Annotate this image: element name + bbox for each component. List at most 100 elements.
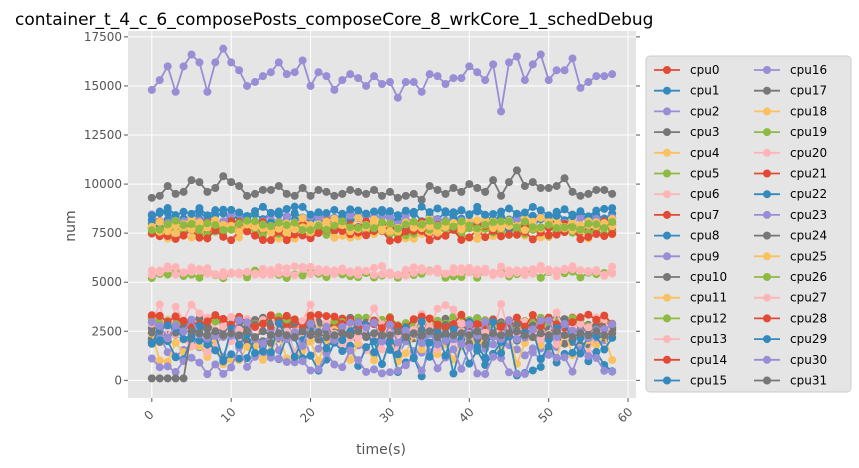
data-point: [536, 316, 545, 325]
legend-swatch-marker: [663, 376, 671, 385]
legend-label: cpu10: [690, 270, 727, 284]
data-point: [155, 363, 164, 372]
data-point: [520, 208, 529, 217]
data-point: [520, 271, 529, 280]
data-point: [338, 322, 347, 331]
data-point: [457, 364, 466, 373]
data-point: [489, 176, 498, 185]
data-point: [592, 185, 601, 194]
data-point: [219, 322, 228, 331]
data-point: [481, 317, 490, 326]
legend-label: cpu18: [790, 104, 827, 118]
data-point: [449, 345, 458, 354]
data-point: [393, 224, 402, 233]
x-tick-label: 10: [218, 405, 239, 426]
data-point: [362, 81, 371, 90]
data-point: [171, 321, 180, 330]
data-point: [203, 348, 212, 357]
data-point: [266, 266, 275, 275]
data-point: [592, 327, 601, 336]
data-point: [425, 314, 434, 323]
data-point: [362, 266, 371, 275]
legend-swatch-marker: [663, 169, 671, 178]
data-point: [401, 191, 410, 200]
data-point: [219, 314, 228, 323]
data-point: [560, 319, 569, 328]
data-point: [258, 236, 267, 245]
data-point: [417, 345, 426, 354]
data-point: [505, 178, 513, 187]
data-point: [433, 204, 442, 213]
data-point: [560, 174, 569, 183]
data-point: [536, 266, 545, 275]
data-point: [354, 74, 363, 83]
data-point: [528, 311, 537, 320]
data-point: [370, 318, 379, 327]
data-point: [473, 342, 482, 351]
data-point: [346, 185, 355, 194]
data-point: [370, 356, 379, 365]
data-point: [512, 166, 521, 175]
data-point: [481, 187, 490, 196]
data-point: [536, 223, 545, 232]
data-point: [608, 356, 617, 365]
data-point: [282, 189, 291, 198]
data-point: [512, 52, 521, 61]
data-point: [433, 228, 442, 237]
legend-item-cpu17: cpu17: [754, 84, 827, 98]
data-point: [473, 369, 482, 378]
data-point: [235, 331, 244, 340]
data-point: [528, 269, 537, 278]
data-point: [155, 356, 164, 365]
legend-swatch-marker: [763, 107, 771, 116]
data-point: [370, 72, 379, 81]
data-point: [505, 58, 513, 67]
data-point: [171, 263, 180, 272]
data-point: [409, 354, 418, 363]
series-layer: [147, 44, 617, 383]
data-point: [346, 211, 355, 220]
data-point: [409, 263, 418, 272]
data-point: [512, 327, 521, 336]
legend-item-cpu24: cpu24: [754, 229, 827, 243]
data-point: [203, 187, 212, 196]
data-point: [417, 195, 426, 204]
data-point: [385, 331, 394, 340]
data-point: [338, 189, 347, 198]
data-point: [274, 182, 283, 191]
data-point: [481, 233, 490, 242]
data-point: [378, 79, 386, 88]
data-point: [552, 266, 561, 275]
data-point: [306, 234, 315, 243]
data-point: [465, 62, 474, 71]
data-point: [258, 327, 267, 336]
data-point: [274, 224, 283, 233]
data-point: [370, 304, 379, 313]
data-point: [274, 269, 283, 278]
data-point: [544, 350, 553, 359]
data-point: [568, 367, 577, 376]
data-point: [608, 329, 617, 338]
legend-item-cpu28: cpu28: [754, 311, 827, 325]
data-point: [433, 304, 442, 313]
data-point: [195, 204, 204, 213]
data-point: [163, 62, 172, 71]
data-point: [552, 327, 561, 336]
data-point: [147, 318, 156, 327]
data-point: [219, 44, 228, 53]
legend-label: cpu14: [690, 353, 727, 367]
data-point: [425, 216, 434, 225]
data-point: [251, 269, 259, 278]
data-point: [378, 218, 386, 227]
data-point: [552, 224, 561, 233]
data-point: [528, 348, 537, 357]
data-point: [195, 273, 204, 282]
y-tick-label: 17500: [84, 30, 122, 44]
data-point: [163, 182, 172, 191]
data-point: [441, 269, 450, 278]
data-point: [195, 321, 204, 330]
data-point: [243, 81, 252, 90]
series-cpu22: [147, 202, 617, 221]
data-point: [465, 221, 474, 230]
data-point: [306, 191, 315, 200]
